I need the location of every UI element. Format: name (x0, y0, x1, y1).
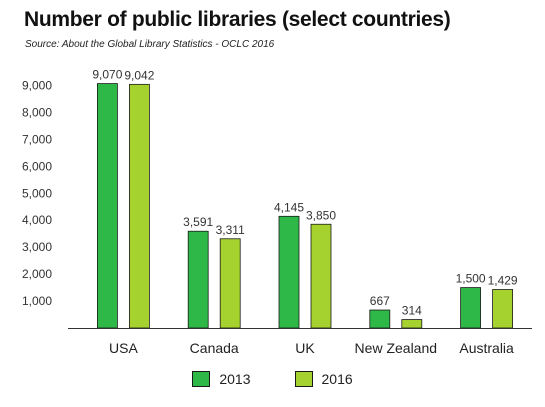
legend: 2013 2016 (0, 371, 545, 387)
bar-2013-usa (97, 83, 118, 329)
bar-chart: 1,000 2,000 3,000 4,000 5,000 6,000 7,000 8,000… (22, 68, 532, 356)
x-category-label: New Zealand (355, 340, 438, 356)
value-label: 314 (402, 304, 422, 318)
bar-2013-australia (460, 287, 482, 329)
value-label: 1,429 (488, 273, 518, 287)
legend-item-2013: 2013 (192, 371, 251, 387)
legend-swatch-2016 (294, 371, 313, 387)
bars (97, 83, 514, 329)
y-tick-label: 6,000 (22, 159, 52, 173)
y-tick-label: 9,000 (22, 78, 52, 92)
legend-label-2016: 2016 (321, 371, 353, 387)
legend-swatch-2013 (192, 371, 211, 387)
value-label: 3,850 (306, 208, 336, 222)
x-category-label: Australia (459, 340, 514, 356)
value-label: 3,311 (216, 223, 245, 237)
bar-2016-australia (492, 289, 514, 329)
legend-item-2016: 2016 (294, 371, 353, 387)
bar-2016-usa (128, 83, 150, 329)
value-label: 9,042 (124, 68, 154, 82)
y-tick-label: 2,000 (22, 267, 52, 281)
y-tick-label: 1,000 (22, 294, 52, 308)
bar-2013-uk (278, 215, 300, 329)
y-tick-label: 8,000 (22, 105, 52, 119)
value-label: 9,070 (92, 68, 122, 82)
x-category-label: Canada (190, 340, 239, 356)
bar-2013-new-zealand (369, 309, 391, 329)
x-axis: USA Canada UK New Zealand Australia (68, 328, 532, 356)
bar-2016-uk (310, 223, 332, 329)
bar-2016-canada (219, 238, 241, 329)
value-label: 1,500 (456, 272, 486, 286)
chart-subtitle: Source: About the Global Library Statist… (25, 39, 275, 50)
y-tick-label: 7,000 (22, 132, 52, 146)
value-label: 3,591 (183, 215, 213, 229)
bar-2013-canada (187, 230, 209, 329)
bar-2016-new-zealand (401, 319, 423, 329)
x-category-label: USA (109, 340, 138, 356)
y-tick-label: 3,000 (22, 240, 52, 254)
y-tick-label: 4,000 (22, 213, 52, 227)
y-tick-label: 5,000 (22, 186, 52, 200)
x-category-label: UK (295, 340, 315, 356)
value-label: 4,145 (274, 200, 304, 214)
legend-label-2013: 2013 (219, 371, 251, 387)
y-axis: 1,000 2,000 3,000 4,000 5,000 6,000 7,000 8,000… (22, 78, 52, 308)
value-label: 667 (370, 294, 390, 308)
chart-title: Number of public libraries (select count… (24, 8, 451, 31)
